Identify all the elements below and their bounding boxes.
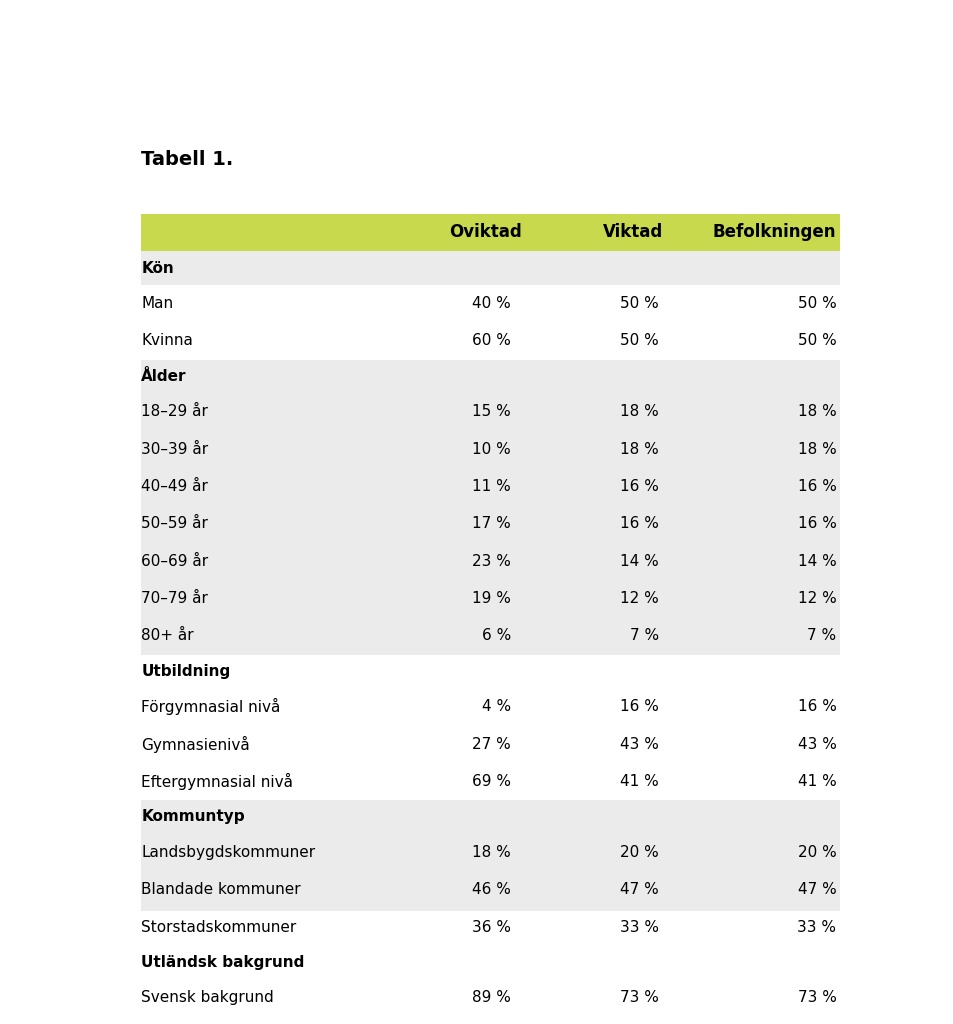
Text: 18 %: 18 % (472, 845, 511, 860)
Text: 43 %: 43 % (619, 736, 659, 752)
Text: 17 %: 17 % (472, 516, 511, 531)
Text: 41 %: 41 % (619, 774, 659, 788)
Text: 12 %: 12 % (797, 591, 836, 606)
Bar (141, 908, 840, 946)
Bar (141, 323, 840, 359)
Text: 16 %: 16 % (797, 699, 836, 715)
Text: 23 %: 23 % (472, 554, 511, 568)
Text: 41 %: 41 % (797, 774, 836, 788)
Bar (141, 468, 840, 505)
Text: 10 %: 10 % (472, 441, 511, 457)
Bar (141, 1017, 840, 1024)
Bar (141, 725, 840, 763)
Bar (141, 505, 840, 543)
Text: Kommuntyp: Kommuntyp (141, 809, 245, 824)
Text: 33 %: 33 % (619, 920, 659, 935)
Bar (141, 946, 840, 979)
Text: 7 %: 7 % (629, 629, 659, 643)
Text: 20 %: 20 % (797, 845, 836, 860)
Text: 18 %: 18 % (619, 404, 659, 420)
Text: 47 %: 47 % (619, 883, 659, 897)
Text: 50 %: 50 % (797, 334, 836, 348)
Text: 14 %: 14 % (797, 554, 836, 568)
Text: 47 %: 47 % (797, 883, 836, 897)
Bar (141, 285, 840, 323)
Text: Utländsk bakgrund: Utländsk bakgrund (141, 955, 305, 970)
Bar (141, 834, 840, 871)
Text: 30–39 år: 30–39 år (141, 441, 209, 457)
Text: 16 %: 16 % (619, 699, 659, 715)
Text: 50 %: 50 % (619, 334, 659, 348)
Bar (141, 359, 840, 393)
Text: 15 %: 15 % (472, 404, 511, 420)
Text: Storstadskommuner: Storstadskommuner (141, 920, 296, 935)
Text: Landsbygdskommuner: Landsbygdskommuner (141, 845, 315, 860)
Text: 33 %: 33 % (797, 920, 836, 935)
Bar (141, 871, 840, 908)
Text: Förgymnasial nivå: Förgymnasial nivå (141, 698, 280, 716)
Text: 50 %: 50 % (619, 296, 659, 311)
Text: 18 %: 18 % (797, 441, 836, 457)
Bar (141, 393, 840, 430)
Text: 16 %: 16 % (797, 479, 836, 494)
Text: 19 %: 19 % (472, 591, 511, 606)
Text: 40 %: 40 % (472, 296, 511, 311)
Bar (141, 979, 840, 1017)
Text: 69 %: 69 % (472, 774, 511, 788)
Bar (141, 214, 840, 252)
Text: 27 %: 27 % (472, 736, 511, 752)
Bar (141, 543, 840, 580)
Text: 80+ år: 80+ år (141, 629, 193, 643)
Text: 11 %: 11 % (472, 479, 511, 494)
Text: Befolkningen: Befolkningen (712, 223, 836, 242)
Text: 16 %: 16 % (619, 479, 659, 494)
Bar (141, 654, 840, 688)
Text: Gymnasienivå: Gymnasienivå (141, 735, 250, 753)
Text: 46 %: 46 % (472, 883, 511, 897)
Text: 12 %: 12 % (619, 591, 659, 606)
Text: Svensk bakgrund: Svensk bakgrund (141, 990, 274, 1006)
Bar (141, 430, 840, 468)
Bar (141, 763, 840, 800)
Text: 40–49 år: 40–49 år (141, 479, 208, 494)
Text: 14 %: 14 % (619, 554, 659, 568)
Text: Blandade kommuner: Blandade kommuner (141, 883, 301, 897)
Text: 43 %: 43 % (797, 736, 836, 752)
Text: 6 %: 6 % (481, 629, 511, 643)
Text: 70–79 år: 70–79 år (141, 591, 208, 606)
Text: 73 %: 73 % (619, 990, 659, 1006)
Text: Tabell 1.: Tabell 1. (141, 151, 233, 170)
Text: 18 %: 18 % (619, 441, 659, 457)
Text: 50–59 år: 50–59 år (141, 516, 208, 531)
Bar (141, 688, 840, 725)
Text: Kvinna: Kvinna (141, 334, 193, 348)
Text: Utbildning: Utbildning (141, 664, 231, 679)
Text: Kön: Kön (141, 261, 174, 275)
Text: 36 %: 36 % (472, 920, 511, 935)
Text: Viktad: Viktad (602, 223, 662, 242)
Text: 73 %: 73 % (797, 990, 836, 1006)
Text: 60 %: 60 % (472, 334, 511, 348)
Text: Ålder: Ålder (141, 369, 187, 384)
Text: Eftergymnasial nivå: Eftergymnasial nivå (141, 773, 294, 790)
Text: 4 %: 4 % (481, 699, 511, 715)
Text: 18–29 år: 18–29 år (141, 404, 208, 420)
Text: 89 %: 89 % (472, 990, 511, 1006)
Text: 50 %: 50 % (797, 296, 836, 311)
Text: 60–69 år: 60–69 år (141, 554, 209, 568)
Text: 16 %: 16 % (797, 516, 836, 531)
Text: 16 %: 16 % (619, 516, 659, 531)
Text: 20 %: 20 % (619, 845, 659, 860)
Bar (141, 800, 840, 834)
Bar (141, 580, 840, 617)
Text: Man: Man (141, 296, 173, 311)
Text: 18 %: 18 % (797, 404, 836, 420)
Text: Oviktad: Oviktad (448, 223, 521, 242)
Text: 7 %: 7 % (806, 629, 836, 643)
Bar (141, 252, 840, 285)
Bar (141, 617, 840, 654)
